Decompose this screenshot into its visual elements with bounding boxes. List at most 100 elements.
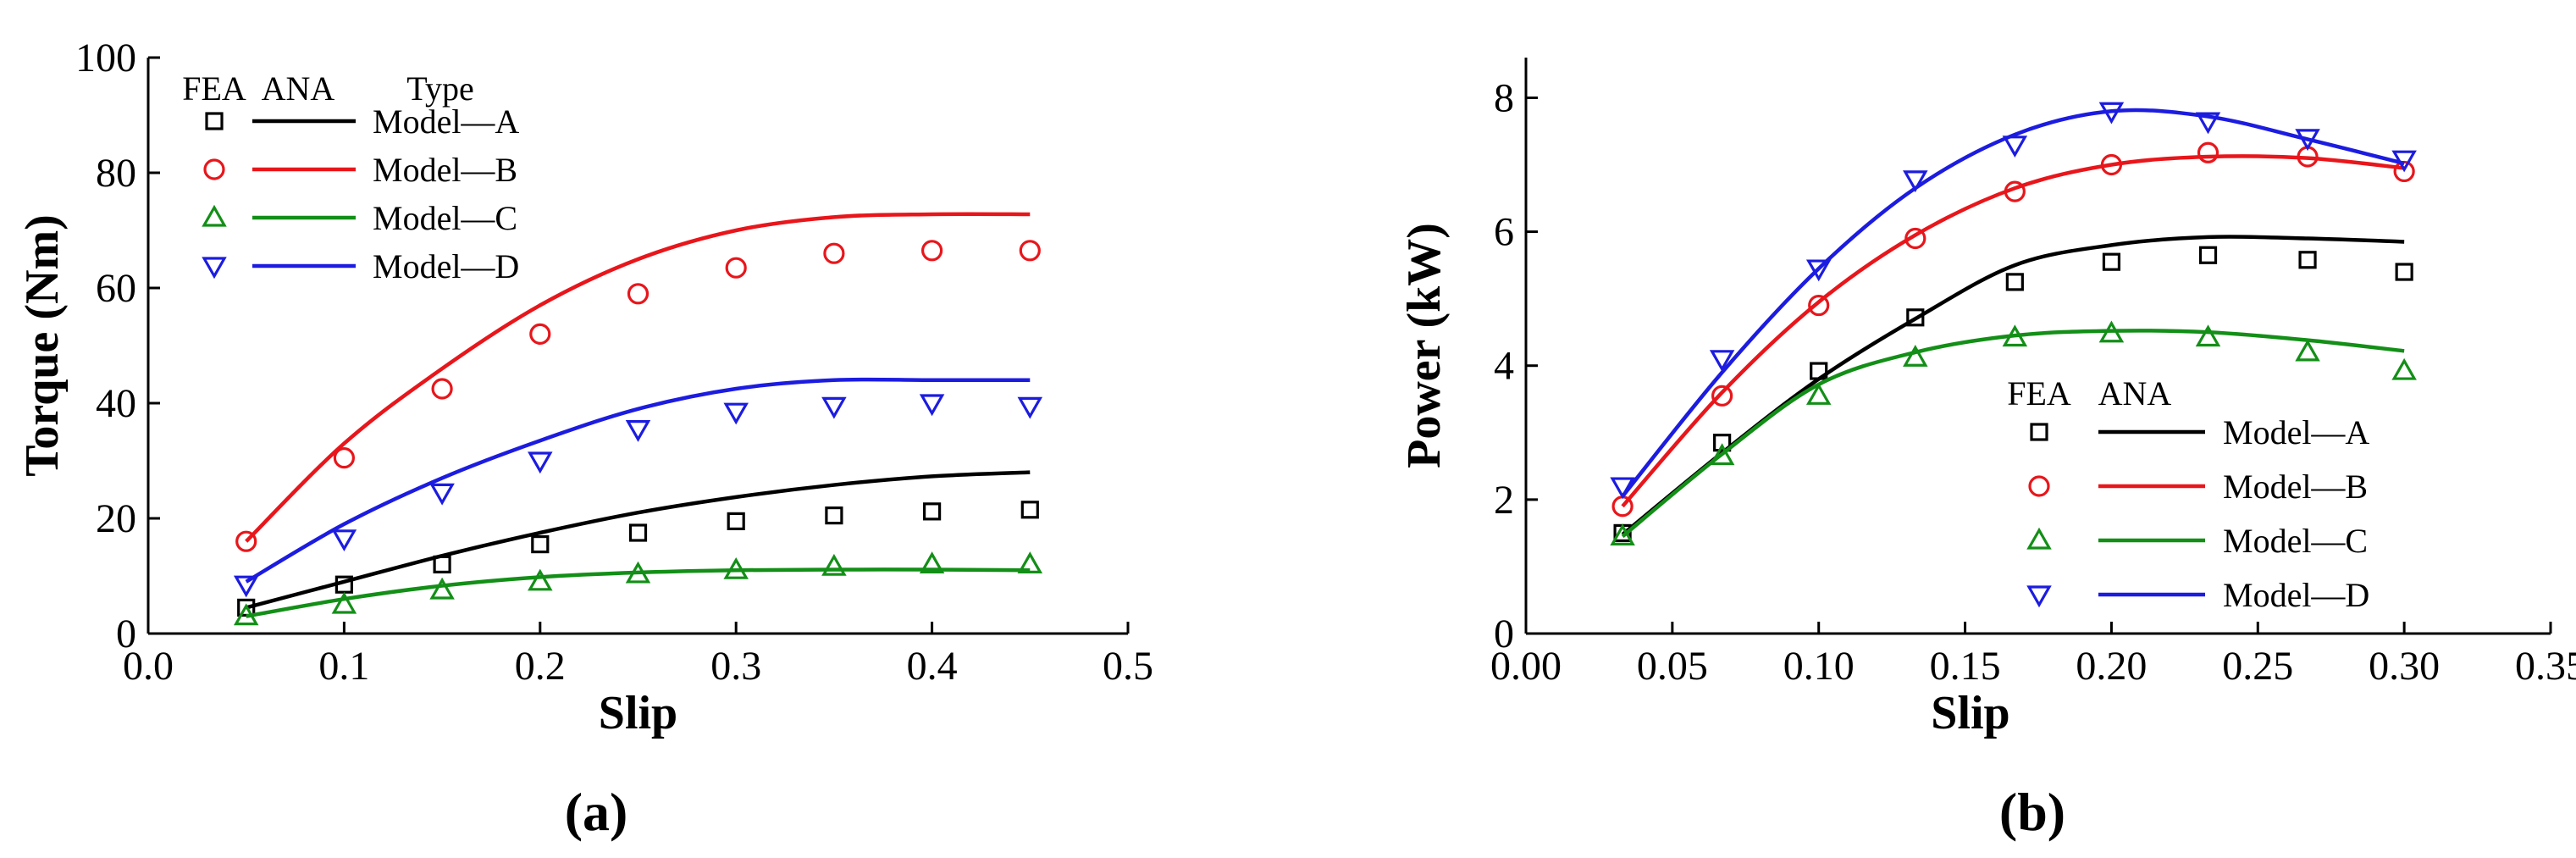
x-tick-label: 0.4 — [907, 644, 958, 689]
panel-label: (a) — [565, 782, 628, 842]
legend-marker — [2026, 527, 2052, 550]
legend-header-fea: FEA — [2007, 374, 2071, 412]
data-point — [625, 420, 651, 442]
data-point — [825, 506, 843, 525]
series-line — [1621, 108, 2405, 498]
data-point — [821, 553, 847, 576]
data-point — [2391, 357, 2417, 380]
data-point — [2197, 141, 2219, 163]
data-point — [528, 568, 553, 591]
x-axis-title: Slip — [1931, 687, 2009, 739]
y-tick-label: 2 — [1494, 478, 1514, 523]
data-point — [625, 561, 651, 584]
data-point — [919, 394, 945, 417]
legend-label: Model—B — [373, 151, 517, 189]
data-point — [531, 534, 550, 554]
data-point — [1017, 551, 1043, 574]
legend-label: Model—C — [2223, 522, 2368, 560]
y-tick-label: 80 — [96, 151, 136, 196]
series-line — [1621, 154, 2405, 508]
y-tick-label: 0 — [1494, 612, 1514, 656]
x-tick-label: 0.25 — [2222, 644, 2293, 689]
data-point — [529, 323, 551, 345]
y-axis-title: Power (kW) — [1398, 223, 1451, 468]
legend-marker — [202, 204, 227, 227]
data-point — [2395, 263, 2413, 281]
data-point — [1713, 434, 1732, 452]
data-point — [2005, 273, 2024, 291]
data-point — [919, 551, 945, 574]
data-point — [2391, 150, 2417, 173]
data-point — [235, 530, 257, 552]
legend-header-fea: FEA — [182, 69, 246, 108]
x-tick-label: 0.30 — [2369, 644, 2440, 689]
data-point — [331, 591, 357, 614]
data-point — [528, 451, 553, 474]
data-point — [922, 502, 942, 521]
x-axis-title: Slip — [599, 687, 677, 739]
data-point — [628, 523, 648, 542]
data-point — [1810, 362, 1828, 380]
x-tick-label: 0.3 — [710, 644, 761, 689]
data-point — [2298, 251, 2317, 269]
x-tick-label: 0.0 — [123, 644, 174, 689]
x-tick-label: 0.1 — [318, 644, 369, 689]
x-tick-label: 0.15 — [1930, 644, 2001, 689]
data-point — [233, 603, 259, 626]
legend-header-ana: ANA — [2098, 374, 2172, 412]
legend-header-ana: ANA — [262, 69, 335, 108]
data-point — [431, 378, 453, 400]
x-tick-label: 0.5 — [1103, 644, 1153, 689]
y-tick-label: 100 — [75, 36, 136, 80]
legend-label: Model—D — [373, 247, 519, 285]
legend-header-type: Type — [406, 69, 473, 108]
data-point — [1906, 308, 1925, 327]
series-line — [246, 567, 1031, 618]
data-point — [233, 575, 259, 598]
panel-label: (b) — [1999, 782, 2065, 842]
y-tick-label: 6 — [1494, 210, 1514, 255]
chart-panel-b: 0.00 0.05 0.10 0.15 0.20 0.25 0.30 0.35 0 2 4 6 8 Sli… — [1398, 58, 2576, 842]
data-point — [2002, 324, 2028, 347]
data-point — [1903, 170, 1928, 193]
data-point — [727, 512, 745, 531]
data-point — [1808, 294, 1830, 317]
data-point — [2195, 324, 2221, 347]
data-point — [2295, 129, 2320, 152]
data-point — [1020, 501, 1039, 519]
data-point — [2100, 153, 2123, 176]
data-point — [433, 555, 451, 574]
x-tick-label: 0.35 — [2515, 644, 2576, 689]
y-axis-title: Torque (Nm) — [16, 214, 69, 477]
data-point — [823, 242, 845, 264]
x-tick-label: 0.05 — [1637, 644, 1708, 689]
x-tick-label: 0.10 — [1783, 644, 1855, 689]
data-point — [1017, 396, 1043, 419]
series-line — [1621, 329, 2405, 539]
data-point — [2198, 246, 2218, 264]
y-tick-label: 8 — [1494, 75, 1514, 120]
legend-marker — [2026, 585, 2052, 608]
data-point — [821, 396, 847, 419]
series-line — [246, 470, 1031, 610]
x-tick-label: 0.20 — [2076, 644, 2147, 689]
series-line — [245, 212, 1031, 543]
data-point — [1903, 345, 1928, 367]
data-point — [429, 577, 455, 600]
data-point — [1019, 240, 1041, 262]
legend-marker — [205, 112, 224, 130]
y-tick-label: 4 — [1494, 344, 1514, 389]
data-point — [1711, 385, 1733, 407]
legend-marker — [203, 158, 225, 180]
data-point — [723, 402, 749, 425]
legend-label: Model—A — [373, 102, 519, 141]
data-point — [2102, 252, 2121, 271]
data-point — [2098, 102, 2125, 125]
data-point — [725, 257, 747, 279]
data-point — [723, 556, 749, 579]
data-point — [627, 283, 650, 305]
data-point — [1709, 350, 1735, 373]
data-point — [2002, 136, 2028, 158]
legend-label: Model—A — [2223, 413, 2369, 451]
